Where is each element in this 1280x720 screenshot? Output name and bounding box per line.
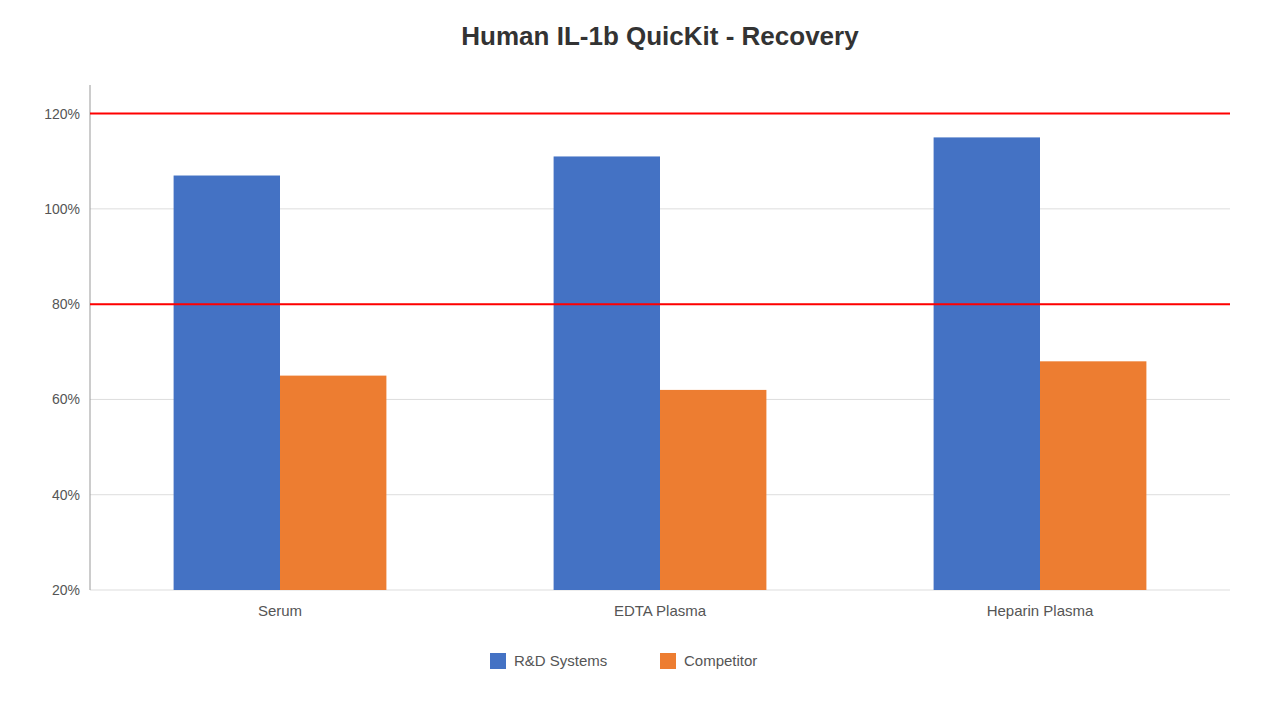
title: Human IL-1b QuicKit - Recovery (461, 21, 859, 51)
reference-line (90, 303, 1230, 305)
grid (90, 114, 1230, 590)
bar (174, 176, 280, 590)
chart: Human IL-1b QuicKit - Recovery 20% 40% 60% 8… (0, 0, 1280, 720)
y-axis-line (90, 85, 91, 590)
y-tick-label: 120% (44, 106, 80, 122)
y-tick-label: 40% (52, 487, 80, 503)
legend-swatch (660, 653, 676, 669)
y-tick-label: 100% (44, 201, 80, 217)
y-tick-label: 60% (52, 391, 80, 407)
bar (660, 390, 766, 590)
bar (280, 376, 386, 590)
grid-line (90, 113, 1230, 114)
bar (1040, 361, 1146, 590)
bars (90, 114, 1230, 590)
bar (554, 156, 660, 590)
x-tick-label: Serum (258, 602, 302, 619)
grid-line (90, 304, 1230, 305)
legend-swatch (490, 653, 506, 669)
reference-line (90, 113, 1230, 115)
y-tick-label: 80% (52, 296, 80, 312)
legend: R&D Systems Competitor (490, 652, 757, 669)
legend-label: R&D Systems (514, 652, 607, 669)
bar (934, 137, 1040, 590)
y-tick-label: 20% (52, 582, 80, 598)
legend-label: Competitor (684, 652, 757, 669)
x-tick-label: EDTA Plasma (614, 602, 707, 619)
x-tick-label: Heparin Plasma (987, 602, 1094, 619)
